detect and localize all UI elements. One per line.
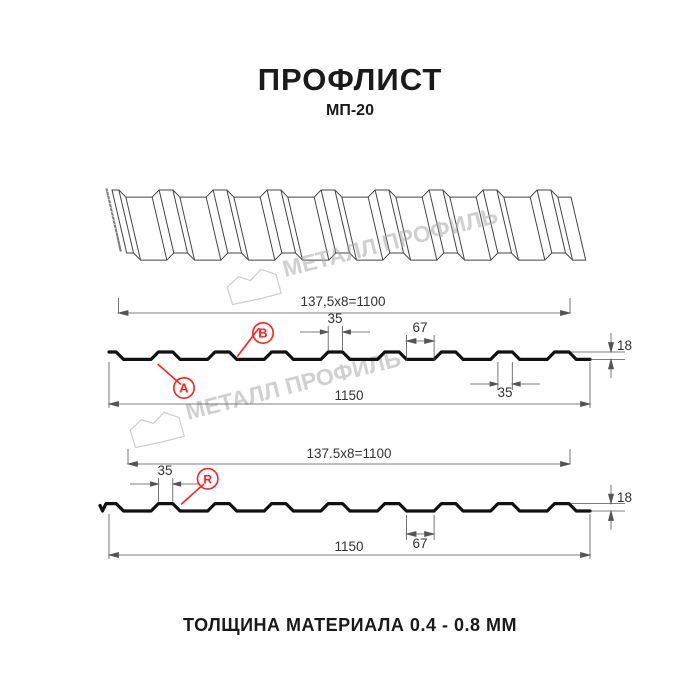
svg-text:A: A — [179, 381, 189, 396]
svg-text:B: B — [258, 326, 267, 341]
svg-text:137,5x8=1100: 137,5x8=1100 — [301, 294, 386, 309]
svg-text:1150: 1150 — [334, 539, 363, 554]
svg-text:R: R — [203, 472, 212, 486]
svg-text:137.5x8=1100: 137.5x8=1100 — [307, 446, 392, 461]
svg-text:35: 35 — [327, 311, 342, 326]
svg-text:18: 18 — [617, 490, 632, 505]
svg-text:35: 35 — [497, 385, 512, 400]
svg-text:18: 18 — [617, 338, 632, 353]
svg-text:МЕТАЛЛ ПРОФИЛЬ: МЕТАЛЛ ПРОФИЛЬ — [280, 202, 501, 282]
svg-text:35: 35 — [157, 463, 172, 478]
svg-text:67: 67 — [412, 536, 427, 551]
svg-text:1150: 1150 — [334, 388, 363, 403]
svg-text:67: 67 — [412, 320, 427, 335]
